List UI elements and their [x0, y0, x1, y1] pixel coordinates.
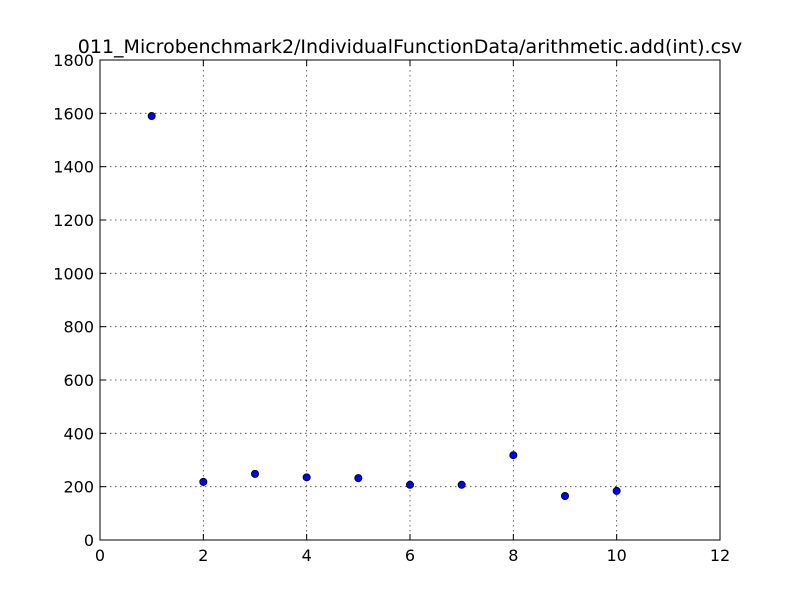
x-tick-label: 12 [710, 546, 730, 565]
y-tick-label: 0 [84, 531, 94, 550]
data-points [147, 112, 621, 500]
plot-frame [99, 59, 721, 541]
x-tick-label: 2 [198, 546, 208, 565]
x-tick-label: 0 [95, 546, 105, 565]
y-tick-label: 800 [63, 318, 94, 337]
data-point [354, 474, 363, 483]
data-point [457, 480, 466, 489]
y-tick-label: 400 [63, 424, 94, 443]
y-tick-label: 200 [63, 478, 94, 497]
y-tick-label: 1400 [53, 158, 94, 177]
data-point [147, 112, 156, 121]
data-point [199, 477, 208, 486]
y-tick-label: 1800 [53, 51, 94, 70]
data-point [561, 491, 570, 500]
chart-title: 011_Microbenchmark2/IndividualFunctionDa… [78, 36, 742, 58]
x-tick-label: 6 [405, 546, 415, 565]
y-tick-label: 600 [63, 371, 94, 390]
x-tick-label: 10 [606, 546, 626, 565]
tick-labels: 0 2 4 6 8 10 12 0 200 400 600 800 1000 1200 1400 1600 18… [53, 51, 730, 565]
y-tick-label: 1000 [53, 264, 94, 283]
data-point [302, 473, 311, 482]
y-tick-label: 1600 [53, 104, 94, 123]
data-point [405, 480, 414, 489]
x-tick-label: 8 [508, 546, 518, 565]
x-tick-label: 4 [302, 546, 312, 565]
data-point [612, 486, 621, 495]
data-point [250, 469, 259, 478]
grid-lines [100, 60, 720, 540]
y-tick-label: 1200 [53, 211, 94, 230]
data-point [509, 451, 518, 460]
